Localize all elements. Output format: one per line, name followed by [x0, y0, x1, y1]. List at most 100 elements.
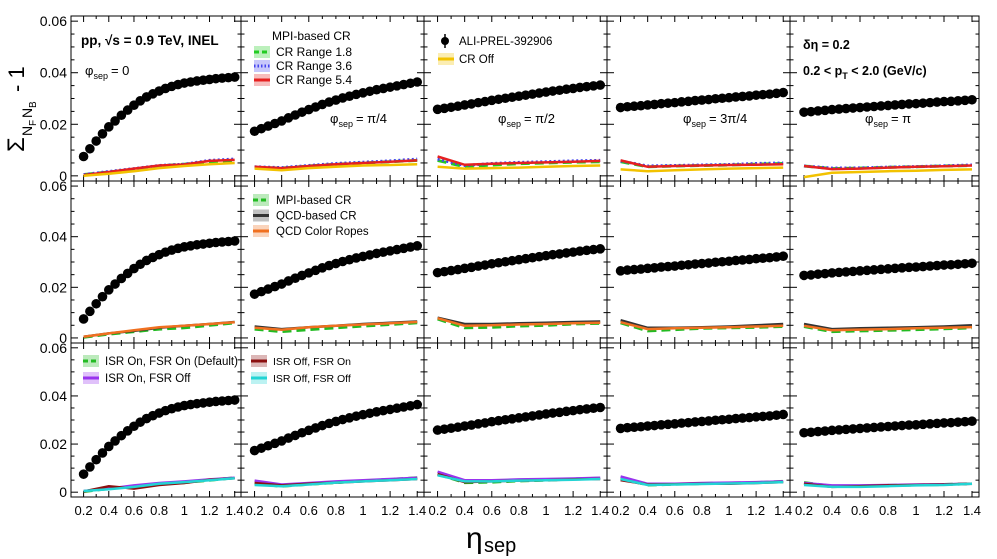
x-tick-label: 1: [181, 503, 188, 518]
x-tick-label: 0.4: [639, 503, 657, 518]
x-tick-label: 0.8: [327, 503, 345, 518]
model-line: [254, 159, 418, 170]
data-point: [855, 423, 865, 434]
data-point: [862, 423, 872, 433]
data-point: [97, 291, 108, 302]
x-tick-label: 0.4: [273, 503, 291, 518]
model-line: [620, 477, 784, 487]
data-point: [595, 402, 606, 413]
legend-entry: CR Range 3.6: [276, 59, 352, 73]
x-tick-label: 1: [542, 503, 549, 518]
data-point: [85, 143, 95, 154]
pt-label-b: < 2.0 (GeV/c): [848, 64, 927, 78]
data-point: [946, 417, 956, 428]
y-tick-label: 0.02: [40, 436, 67, 452]
x-tick-label: 0.2: [246, 503, 264, 518]
model-line: [803, 168, 973, 179]
model-line: [83, 320, 235, 338]
data-point: [834, 267, 844, 278]
x-tick-label: 1.4: [963, 503, 981, 518]
phi-symbol: φ: [330, 111, 338, 126]
model-line: [620, 320, 784, 331]
x-tick-label: 1.2: [200, 503, 218, 518]
data-point: [925, 419, 935, 429]
legend-marker: [253, 194, 269, 206]
legend-marker: [438, 53, 454, 65]
model-line: [803, 164, 973, 171]
x-axis-label: η: [466, 522, 483, 555]
phi-value: = 3π/4: [709, 111, 747, 126]
data-point: [412, 241, 423, 251]
legend-entry: ALI-PREL-392906: [459, 36, 552, 48]
data-point: [799, 427, 809, 438]
data-point: [897, 99, 907, 110]
y-axis-sub-n1: N: [19, 126, 35, 136]
pt-label: 0.2 < pT < 2.0 (GeV/c): [803, 64, 927, 81]
x-tick-label: 1.4: [408, 503, 426, 518]
y-tick-label: 0.02: [40, 279, 67, 295]
data-point: [876, 101, 886, 111]
data-point: [967, 94, 977, 105]
data-point: [595, 80, 606, 90]
data-point: [883, 100, 893, 111]
model-line: [803, 324, 973, 332]
y-axis-label-tail: - 1: [4, 66, 29, 92]
model-line: [620, 321, 784, 333]
data-point: [953, 417, 963, 427]
data-point: [110, 279, 120, 289]
x-tick-label: 0.8: [879, 503, 897, 518]
y-axis-sigma: Σ: [3, 137, 30, 152]
data-point: [820, 268, 830, 279]
data-point: [869, 101, 879, 112]
data-point: [834, 104, 844, 114]
data-point: [869, 422, 879, 433]
y-axis-symbol-group: Σ N F N B: [3, 101, 39, 152]
x-tick-label: 1.4: [774, 503, 792, 518]
data-point: [78, 151, 89, 162]
y-tick-label: 0: [59, 484, 67, 500]
phi-symbol: φ: [85, 63, 93, 78]
y-axis-sub-b: B: [28, 101, 39, 108]
legend-entry: QCD Color Ropes: [276, 226, 369, 238]
y-axis-sub-f: F: [28, 120, 39, 126]
data-point: [229, 72, 240, 82]
model-line: [620, 166, 784, 173]
x-tick-label: 1.2: [935, 503, 953, 518]
data-point: [883, 421, 893, 432]
data-point: [103, 285, 114, 295]
data-point: [848, 424, 858, 434]
data-point: [820, 105, 830, 116]
data-point: [799, 270, 809, 281]
x-tick-label: 0.2: [795, 503, 813, 518]
legend-marker: [254, 74, 270, 86]
data-point: [932, 260, 942, 271]
y-tick-label: 0: [59, 168, 67, 184]
data-point: [904, 262, 914, 273]
data-point: [890, 421, 900, 431]
phi-sub: sep: [691, 119, 706, 129]
data-point: [841, 267, 851, 277]
data-point: [911, 98, 921, 109]
data-point: [918, 98, 928, 108]
data-point: [78, 314, 89, 324]
data-point: [813, 269, 823, 279]
y-tick-label: 0.04: [40, 229, 67, 245]
legend-marker: [253, 225, 269, 237]
data-point: [911, 420, 921, 430]
data-point: [953, 96, 963, 106]
data-point: [946, 96, 956, 107]
model-line: [254, 162, 418, 172]
data-point: [97, 448, 108, 458]
data-point: [97, 129, 108, 139]
x-tick-label: 0.4: [456, 503, 474, 518]
data-point: [820, 426, 830, 436]
x-tick-label: 0.8: [510, 503, 528, 518]
data-point: [876, 264, 886, 275]
data-point: [110, 436, 120, 446]
axis-labels: - 1 Σ N F N B η sep: [3, 66, 516, 557]
system-label: pp, √s = 0.9 TeV, INEL: [81, 33, 219, 48]
data-point: [841, 103, 851, 114]
x-tick-label: 1: [725, 503, 732, 518]
y-tick-label: 0.02: [40, 116, 67, 132]
x-tick-label: 0.4: [823, 503, 841, 518]
